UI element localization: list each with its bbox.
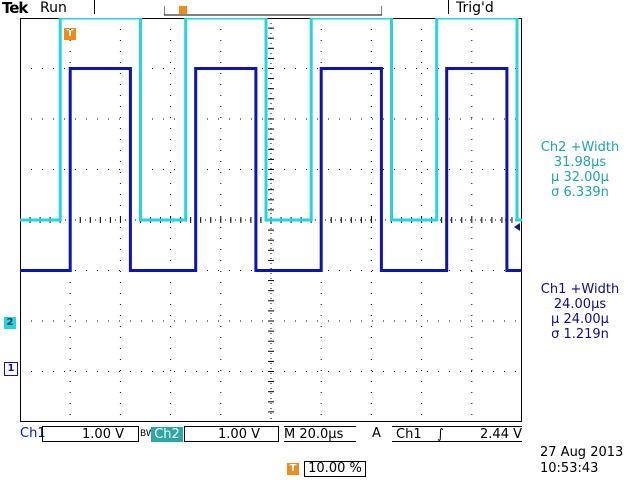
- ch1-measurement-sigma: σ 1.219n: [551, 327, 609, 342]
- trigger-level: 2.44 V: [480, 427, 522, 442]
- time: 10:53:43: [540, 461, 599, 476]
- trigger-settings[interactable]: Ch1 ∫ 2.44 V: [392, 426, 522, 442]
- ch2-measurement-mean: µ 32.00µ: [551, 170, 609, 185]
- run-state: Run: [40, 0, 67, 16]
- date: 27 Aug 2013: [540, 445, 624, 460]
- waveform-edge-ch2: [20, 17, 522, 221]
- ch1-label: Ch1: [20, 426, 46, 441]
- ch2-scale: 1.00 V: [218, 427, 260, 442]
- ch1-measurement-mean: µ 24.00µ: [551, 312, 609, 327]
- trigger-status: Trig'd: [456, 0, 494, 16]
- waveform-edge-ch1: [20, 68, 522, 271]
- trigger-position-readout[interactable]: 10.00 %: [304, 461, 366, 477]
- trigger-marker-icon: T: [64, 28, 76, 40]
- ch1-scale-box[interactable]: 1.00 V: [42, 426, 139, 442]
- timebase: M 20.0µs: [284, 427, 344, 442]
- bw-limit-icon: BW: [140, 429, 155, 439]
- brand-logo: Tek: [2, 0, 28, 17]
- ch2-measurement-sigma: σ 6.339n: [551, 185, 609, 200]
- divider: [94, 0, 95, 14]
- waveform-display: [19, 16, 523, 423]
- ch2-label: Ch2: [151, 427, 183, 442]
- ch1-measurement-value: 24.00µs: [553, 297, 607, 312]
- trigger-position-bar: [163, 2, 383, 16]
- trigger-slope-icon: ∫: [437, 427, 444, 442]
- ch2-measurement: Ch2 +Width 31.98µs µ 32.00µ σ 6.339n: [530, 140, 630, 200]
- ch1-measurement-title: Ch1 +Width: [540, 282, 620, 297]
- ch2-measurement-title: Ch2 +Width: [540, 140, 620, 155]
- ch1-scale: 1.00 V: [82, 427, 124, 442]
- divider: [448, 0, 449, 14]
- ch2-marker-icon: 2: [4, 317, 16, 329]
- trigger-level-arrow-icon: [514, 223, 520, 231]
- ch1-marker-icon: 1: [4, 362, 18, 376]
- ch1-measurement: Ch1 +Width 24.00µs µ 24.00µ σ 1.219n: [530, 282, 630, 342]
- ch2-scale-box[interactable]: 1.00 V: [184, 426, 279, 442]
- trigger-position-icon: T: [287, 463, 299, 475]
- trigger-source: Ch1: [396, 427, 422, 442]
- timebase-box[interactable]: M 20.0µs: [284, 426, 356, 442]
- date-time: 27 Aug 2013 10:53:43: [540, 445, 623, 477]
- trigger-mode: A: [372, 426, 381, 441]
- ch2-measurement-value: 31.98µs: [553, 155, 607, 170]
- top-status-bar: Tek Run Trig'd: [0, 0, 640, 18]
